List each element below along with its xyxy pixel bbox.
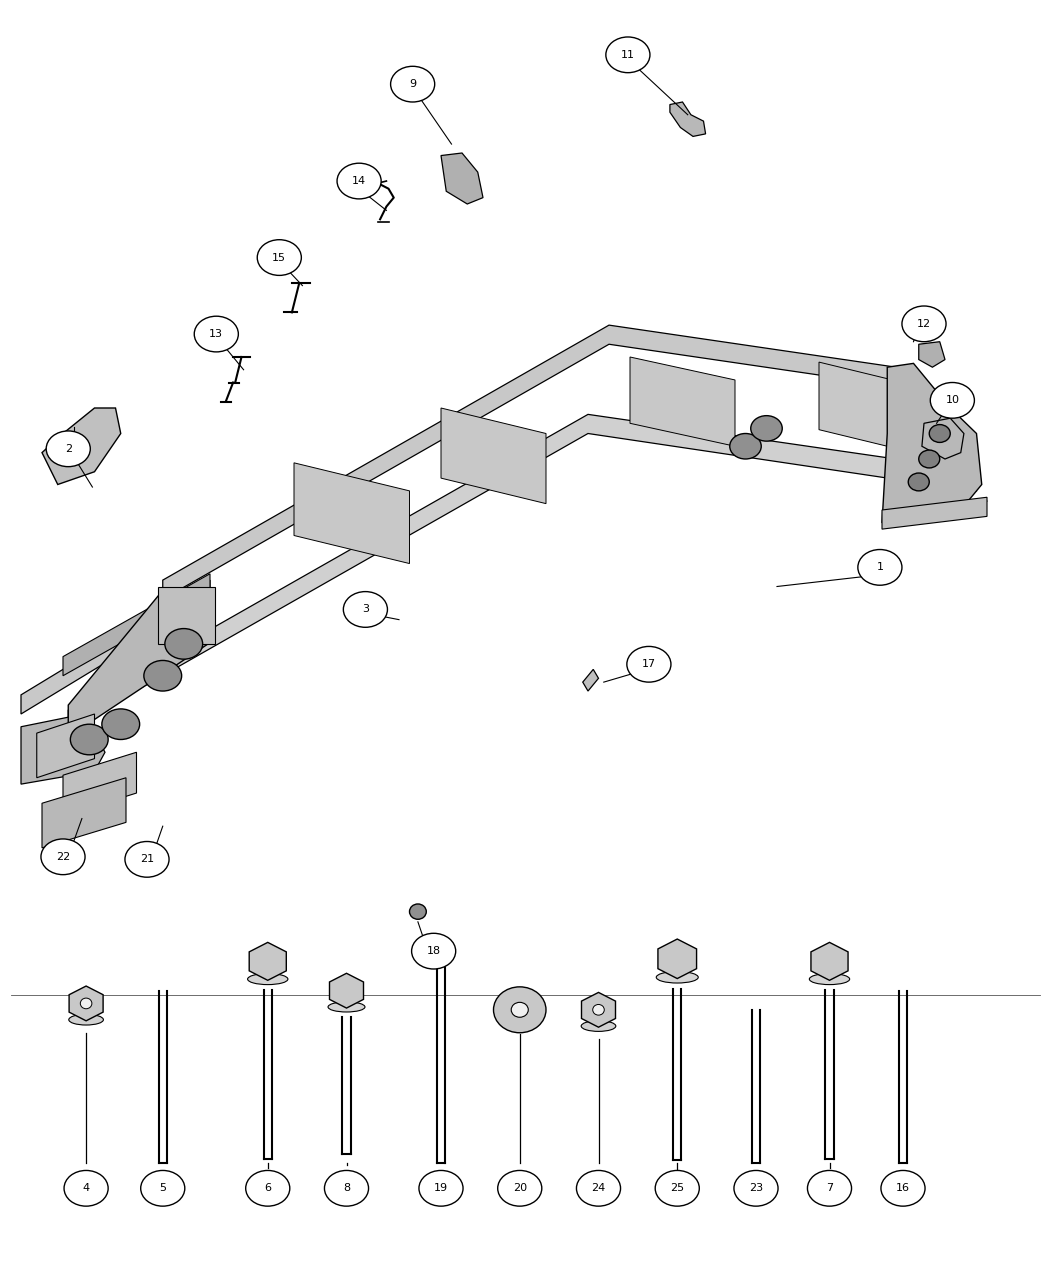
Text: 9: 9 bbox=[410, 79, 416, 89]
Text: 23: 23 bbox=[749, 1183, 763, 1193]
Ellipse shape bbox=[751, 416, 782, 441]
Ellipse shape bbox=[412, 933, 456, 969]
Text: 18: 18 bbox=[426, 946, 441, 956]
Ellipse shape bbox=[929, 425, 950, 442]
Polygon shape bbox=[819, 362, 903, 450]
Polygon shape bbox=[630, 357, 735, 446]
Text: 4: 4 bbox=[83, 1183, 89, 1193]
Ellipse shape bbox=[246, 1170, 290, 1206]
Ellipse shape bbox=[930, 382, 974, 418]
Ellipse shape bbox=[908, 473, 929, 491]
Ellipse shape bbox=[144, 660, 182, 691]
Ellipse shape bbox=[656, 972, 698, 983]
Polygon shape bbox=[63, 752, 136, 816]
Text: 15: 15 bbox=[272, 252, 287, 263]
Ellipse shape bbox=[125, 842, 169, 877]
Polygon shape bbox=[441, 153, 483, 204]
Polygon shape bbox=[68, 590, 210, 737]
Text: 11: 11 bbox=[621, 50, 635, 60]
Polygon shape bbox=[294, 463, 410, 564]
Ellipse shape bbox=[419, 1170, 463, 1206]
Polygon shape bbox=[37, 714, 94, 778]
Polygon shape bbox=[811, 942, 848, 980]
Ellipse shape bbox=[257, 240, 301, 275]
Polygon shape bbox=[68, 414, 913, 729]
Ellipse shape bbox=[64, 1170, 108, 1206]
Ellipse shape bbox=[902, 306, 946, 342]
Text: 2: 2 bbox=[65, 444, 71, 454]
Polygon shape bbox=[582, 992, 615, 1028]
Polygon shape bbox=[158, 586, 215, 644]
Ellipse shape bbox=[576, 1170, 621, 1206]
Polygon shape bbox=[441, 408, 546, 504]
Text: 24: 24 bbox=[591, 1183, 606, 1193]
Ellipse shape bbox=[248, 974, 288, 984]
Ellipse shape bbox=[194, 316, 238, 352]
Ellipse shape bbox=[858, 550, 902, 585]
Polygon shape bbox=[898, 367, 914, 487]
Polygon shape bbox=[249, 942, 287, 980]
Text: 10: 10 bbox=[945, 395, 960, 405]
Text: 21: 21 bbox=[140, 854, 154, 864]
Polygon shape bbox=[42, 778, 126, 848]
Polygon shape bbox=[919, 342, 945, 367]
Ellipse shape bbox=[627, 646, 671, 682]
Ellipse shape bbox=[582, 1021, 615, 1031]
Polygon shape bbox=[882, 497, 987, 529]
Ellipse shape bbox=[41, 839, 85, 875]
Ellipse shape bbox=[810, 974, 849, 984]
Polygon shape bbox=[922, 418, 964, 459]
Ellipse shape bbox=[165, 629, 203, 659]
Ellipse shape bbox=[881, 1170, 925, 1206]
Text: 13: 13 bbox=[209, 329, 224, 339]
Ellipse shape bbox=[734, 1170, 778, 1206]
Ellipse shape bbox=[606, 37, 650, 73]
Ellipse shape bbox=[141, 1170, 185, 1206]
Ellipse shape bbox=[46, 431, 90, 467]
Text: 17: 17 bbox=[642, 659, 656, 669]
Polygon shape bbox=[69, 986, 103, 1021]
Text: 3: 3 bbox=[362, 604, 369, 615]
Ellipse shape bbox=[919, 450, 940, 468]
Polygon shape bbox=[163, 325, 914, 599]
Text: 16: 16 bbox=[896, 1183, 910, 1193]
Polygon shape bbox=[583, 669, 598, 691]
Polygon shape bbox=[42, 408, 121, 484]
Ellipse shape bbox=[807, 1170, 852, 1206]
Ellipse shape bbox=[730, 434, 761, 459]
Text: 20: 20 bbox=[512, 1183, 527, 1193]
Text: 1: 1 bbox=[877, 562, 883, 572]
Ellipse shape bbox=[343, 592, 387, 627]
Ellipse shape bbox=[70, 724, 108, 755]
Ellipse shape bbox=[592, 1005, 605, 1015]
Polygon shape bbox=[670, 102, 706, 136]
Text: 19: 19 bbox=[434, 1183, 448, 1193]
Ellipse shape bbox=[498, 1170, 542, 1206]
Ellipse shape bbox=[102, 709, 140, 740]
Text: 25: 25 bbox=[670, 1183, 685, 1193]
Text: 14: 14 bbox=[352, 176, 366, 186]
Ellipse shape bbox=[328, 1002, 365, 1012]
Text: 7: 7 bbox=[826, 1183, 833, 1193]
Ellipse shape bbox=[410, 904, 426, 919]
Ellipse shape bbox=[511, 1002, 528, 1017]
Ellipse shape bbox=[655, 1170, 699, 1206]
Ellipse shape bbox=[80, 998, 92, 1009]
Ellipse shape bbox=[494, 987, 546, 1033]
Polygon shape bbox=[63, 574, 210, 676]
Polygon shape bbox=[882, 363, 982, 523]
Text: 8: 8 bbox=[343, 1183, 350, 1193]
Ellipse shape bbox=[324, 1170, 369, 1206]
Text: 6: 6 bbox=[265, 1183, 271, 1193]
Polygon shape bbox=[658, 938, 696, 979]
Polygon shape bbox=[330, 973, 363, 1009]
Ellipse shape bbox=[69, 1015, 103, 1025]
Text: 12: 12 bbox=[917, 319, 931, 329]
Polygon shape bbox=[21, 714, 105, 784]
Polygon shape bbox=[21, 580, 210, 714]
Ellipse shape bbox=[337, 163, 381, 199]
Ellipse shape bbox=[391, 66, 435, 102]
Text: 5: 5 bbox=[160, 1183, 166, 1193]
Text: 22: 22 bbox=[56, 852, 70, 862]
